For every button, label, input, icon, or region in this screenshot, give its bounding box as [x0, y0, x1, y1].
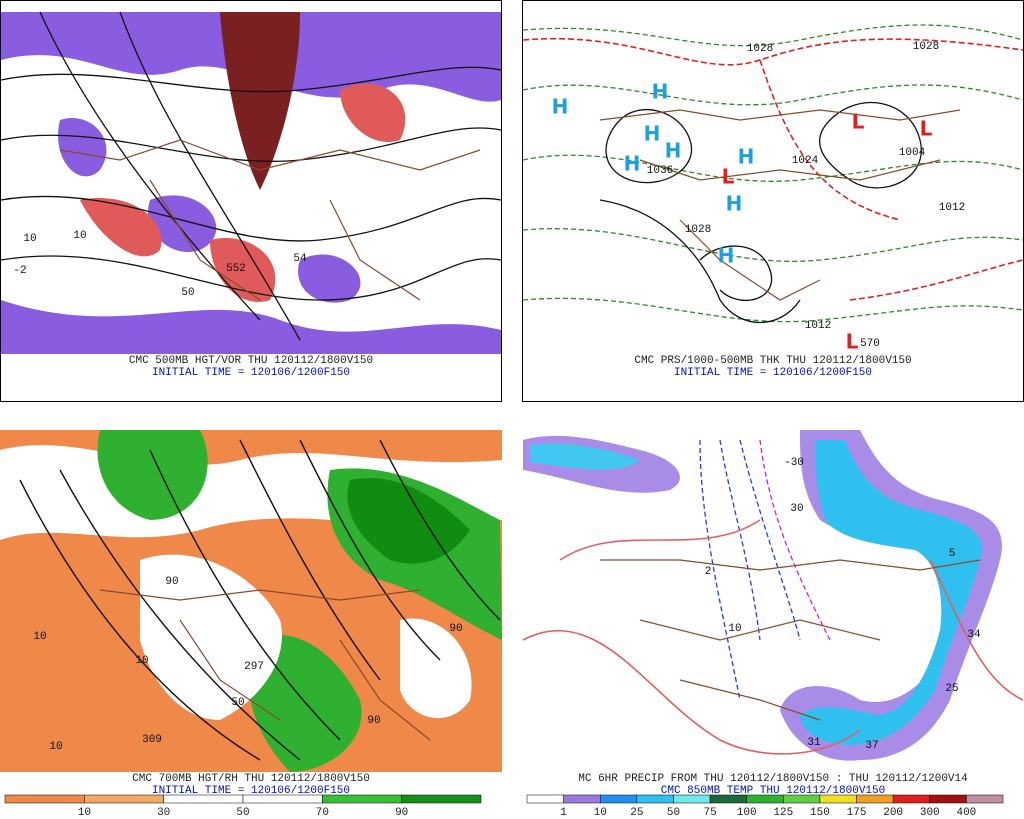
contour-label: 50	[181, 287, 194, 299]
contour-label: 309	[142, 734, 162, 746]
contour-label: -30	[784, 457, 804, 469]
colorbar-segment	[4, 794, 85, 804]
caption: CMC 500MB HGT/VOR THU 120112/1800V150	[129, 355, 373, 367]
colorbar-segment	[322, 794, 402, 804]
colorbar-segment	[526, 794, 564, 804]
pressure-center: H	[738, 145, 755, 169]
contour-label: 10	[73, 230, 86, 242]
pressure-center: L	[722, 165, 735, 189]
colorbar-segment	[856, 794, 894, 804]
contour-label: 1036	[647, 165, 673, 177]
contour-label: 1028	[747, 43, 773, 55]
caption: CMC PRS/1000-500MB THK THU 120112/1800V1…	[634, 355, 911, 367]
colorbar-label: 90	[395, 807, 408, 819]
colorbar-label: 50	[667, 807, 680, 819]
pressure-center: H	[726, 192, 743, 216]
colorbar-segment	[563, 794, 601, 804]
caption: CMC 700MB HGT/RH THU 120112/1800V150	[132, 773, 370, 785]
contour-label: 1028	[685, 224, 711, 236]
colorbar-label: 300	[920, 807, 940, 819]
contour-label: 570	[860, 338, 880, 350]
contour-label: 90	[449, 623, 462, 635]
labels: CMC 500MB HGT/VOR THU 120112/1800V150INI…	[4, 41, 1004, 819]
colorbar-segment	[242, 794, 323, 804]
colorbar-label: 75	[703, 807, 716, 819]
colorbar-label: 1	[560, 807, 567, 819]
contour-label: 90	[165, 576, 178, 588]
colorbar-segment	[819, 794, 857, 804]
contour-label: 10	[23, 233, 36, 245]
contour-label: -2	[13, 265, 26, 277]
contour-label: 1004	[899, 147, 926, 159]
caption: CMC 850MB TEMP THU 120112/1800V150	[661, 785, 885, 797]
colorbar-segment	[599, 794, 638, 804]
contour-label: 2	[705, 566, 712, 578]
colorbar-segment	[673, 794, 711, 804]
caption: INITIAL TIME = 120106/1200F150	[152, 367, 350, 379]
caption: INITIAL TIME = 120106/1200F150	[674, 367, 872, 379]
contour-label: 1024	[792, 155, 819, 167]
pressure-center: H	[644, 122, 661, 146]
pressure-center: H	[652, 80, 669, 104]
colorbar-label: 10	[78, 807, 91, 819]
contour-label: 25	[945, 683, 958, 695]
contour-label: 10	[49, 741, 62, 753]
map-vorticity	[0, 11, 502, 354]
colorbar-label: 400	[956, 807, 976, 819]
contour-label: 30	[790, 503, 803, 515]
contour-label: 1028	[913, 41, 939, 53]
colorbar-label: 150	[810, 807, 830, 819]
contour-label: 10	[728, 623, 741, 635]
contour-label: 1012	[805, 320, 831, 332]
contour-label: 1012	[939, 202, 965, 214]
contour-label: 552	[226, 263, 246, 275]
caption: INITIAL TIME = 120106/1200F150	[152, 785, 350, 797]
colorbar-label: 50	[236, 807, 249, 819]
colorbar-label: 200	[883, 807, 903, 819]
contour-label: 90	[367, 715, 380, 727]
pressure-center: H	[624, 152, 641, 176]
contour-label: 10	[33, 631, 46, 643]
colorbar-segment	[401, 794, 482, 804]
map-pressure	[522, 12, 1024, 354]
pressure-center: H	[552, 95, 569, 119]
colorbar-label: 125	[773, 807, 793, 819]
contour-label: 297	[244, 661, 264, 673]
map-precip	[522, 430, 1024, 772]
colorbar-label: 100	[737, 807, 757, 819]
contour-label: 10	[135, 655, 148, 667]
colorbar-segment	[84, 794, 164, 804]
pressure-center: L	[920, 117, 933, 141]
contour-label: 37	[865, 740, 878, 752]
colorbar-label: 30	[157, 807, 170, 819]
colorbar-label: 25	[630, 807, 643, 819]
colorbar-segment	[709, 794, 747, 804]
contour-label: 54	[293, 253, 307, 265]
pressure-center: L	[852, 110, 865, 134]
contour-label: 34	[967, 629, 981, 641]
map-humidity	[0, 430, 502, 772]
colorbar-segment	[892, 794, 931, 804]
pressure-center: H	[665, 139, 682, 163]
colorbar-segment	[636, 794, 674, 804]
colorbar-label: 10	[594, 807, 607, 819]
caption: MC 6HR PRECIP FROM THU 120112/1800V150 :…	[578, 773, 968, 785]
colorbar-label: 70	[316, 807, 329, 819]
contour-label: 50	[231, 697, 244, 709]
contour-label: 5	[949, 548, 956, 560]
colorbar-label: 175	[847, 807, 867, 819]
colorbar-segment	[783, 794, 821, 804]
colorbar-segment	[929, 794, 967, 804]
colorbar-segment	[746, 794, 784, 804]
contour-label: 31	[807, 737, 821, 749]
pressure-center: H	[718, 244, 735, 268]
colorbar-segment	[966, 794, 1004, 804]
pressure-center: L	[846, 330, 859, 354]
colorbar-segment	[163, 794, 244, 804]
